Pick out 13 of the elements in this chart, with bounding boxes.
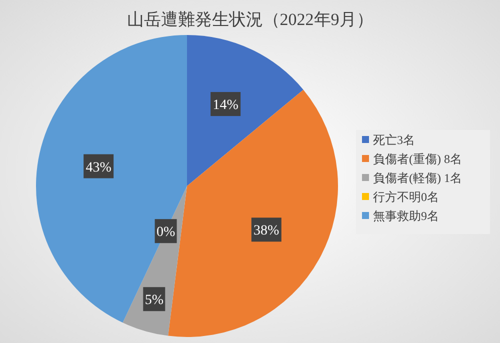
data-label: 5%	[144, 293, 164, 308]
chart-title: 山岳遭難発生状況（2022年9月）	[126, 10, 374, 29]
legend-label: 死亡3名	[373, 133, 415, 147]
legend-label: 負傷者(重傷) 8名	[373, 152, 462, 166]
pie-slice	[187, 35, 304, 186]
legend-label: 行方不明0名	[373, 190, 439, 204]
data-label: 38%	[254, 224, 280, 239]
pie-slice	[36, 35, 187, 323]
data-label: 14%	[212, 98, 239, 114]
legend-label: 負傷者(軽傷) 1名	[373, 171, 462, 185]
data-label: 43%	[86, 160, 112, 176]
legend-label: 無事救助9名	[373, 209, 439, 223]
text: 0%	[156, 225, 176, 240]
